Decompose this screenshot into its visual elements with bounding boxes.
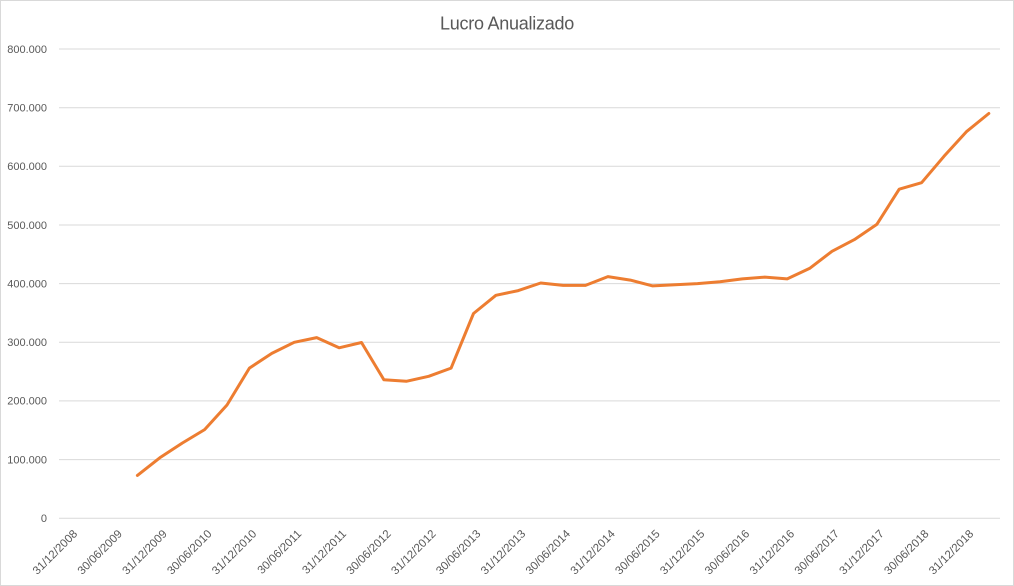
- svg-text:200.000: 200.000: [7, 396, 47, 408]
- svg-text:500.000: 500.000: [7, 220, 47, 232]
- svg-text:800.000: 800.000: [7, 44, 47, 56]
- svg-text:Lucro Anualizado: Lucro Anualizado: [440, 13, 574, 33]
- svg-text:400.000: 400.000: [7, 278, 47, 290]
- svg-text:100.000: 100.000: [7, 454, 47, 466]
- svg-text:300.000: 300.000: [7, 337, 47, 349]
- svg-text:0: 0: [41, 513, 47, 525]
- svg-text:600.000: 600.000: [7, 161, 47, 173]
- svg-text:700.000: 700.000: [7, 103, 47, 115]
